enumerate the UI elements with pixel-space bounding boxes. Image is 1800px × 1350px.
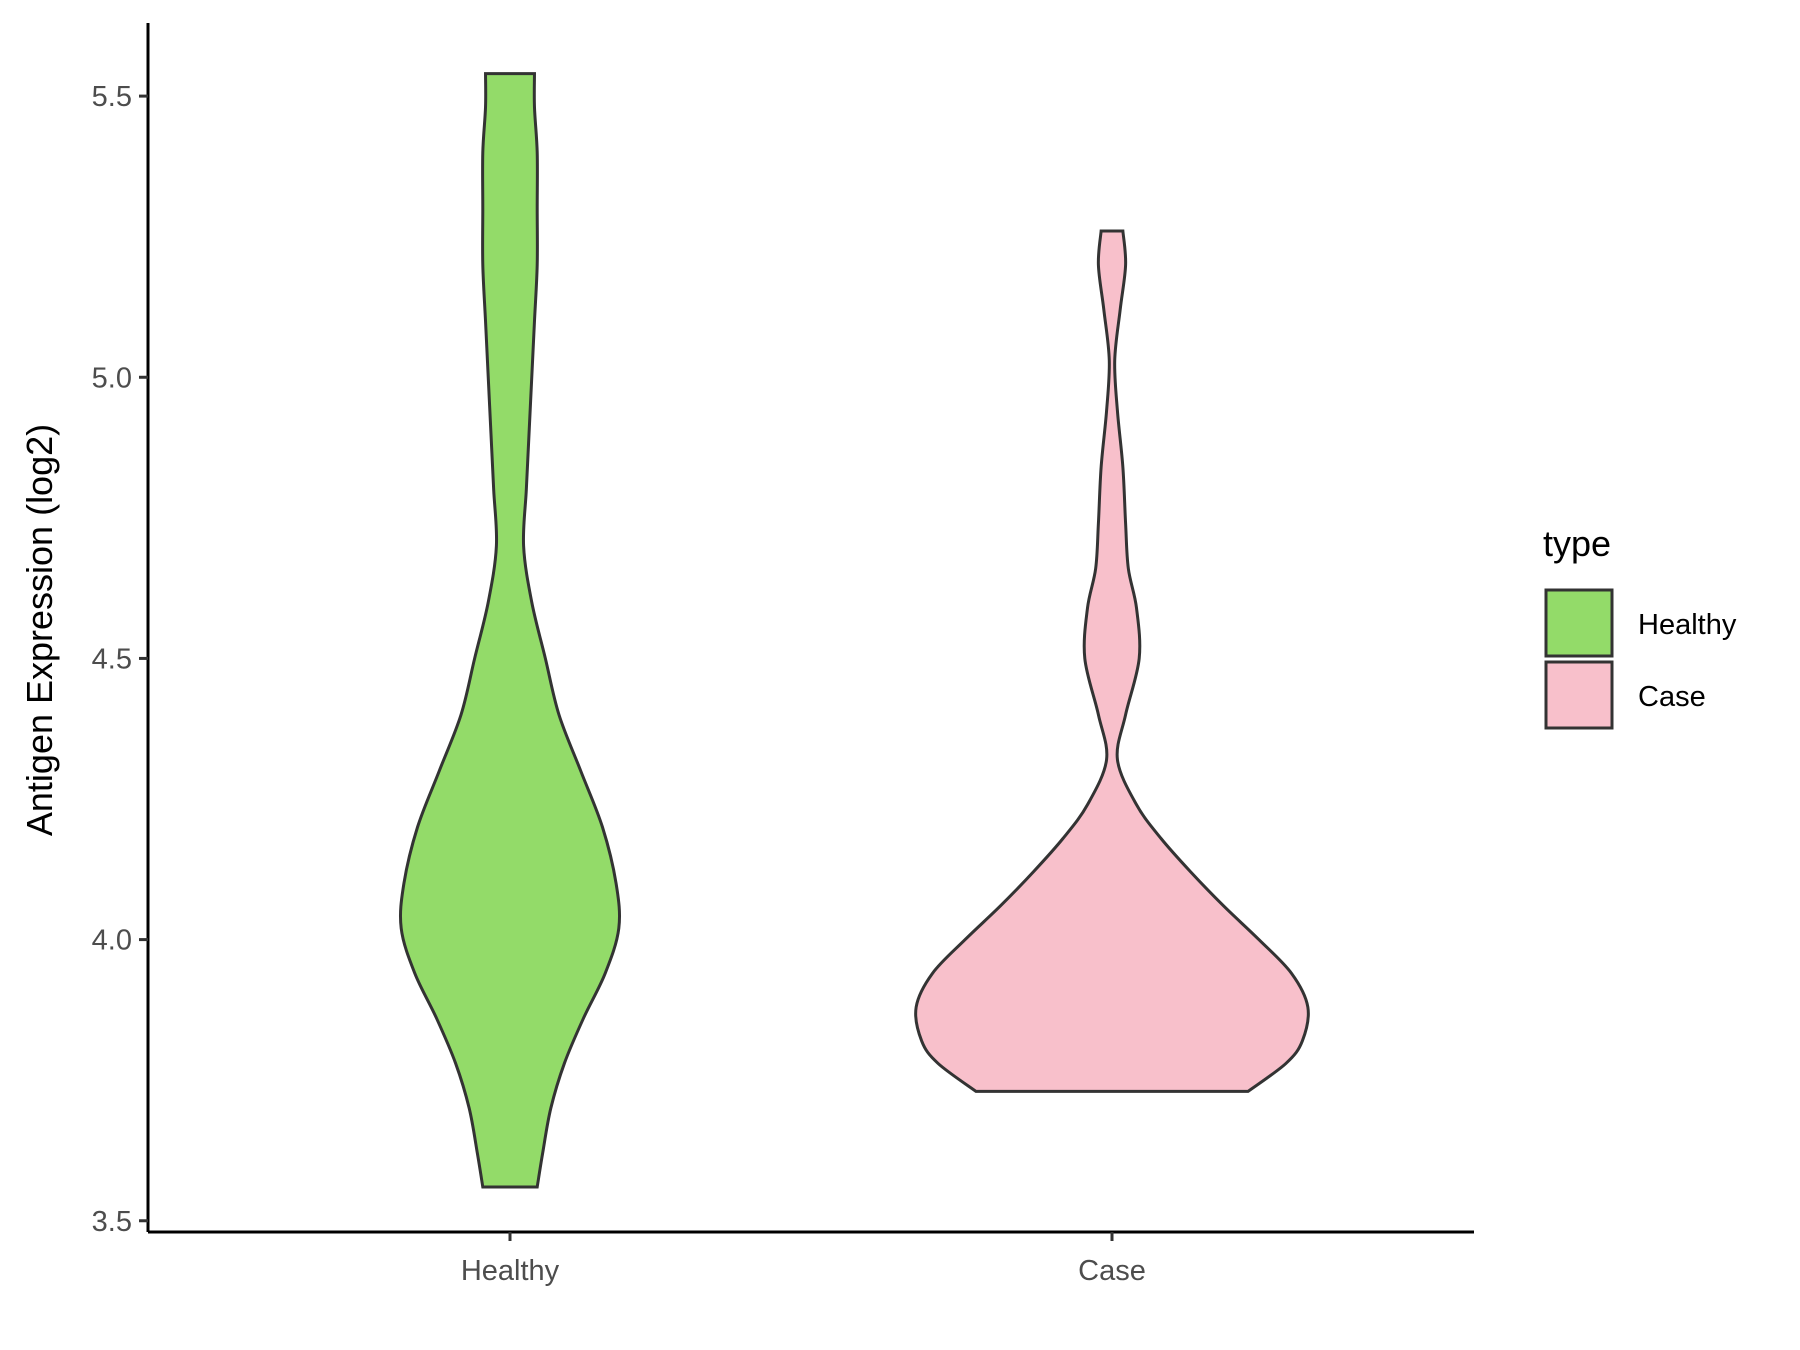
y-tick-label: 5.0 [92,362,132,394]
y-axis-title: Antigen Expression (log2) [19,424,60,836]
violin-case [914,229,1310,1093]
y-tick-label: 4.5 [92,643,132,675]
legend-title: type [1543,523,1611,564]
y-tick-label: 4.0 [92,925,132,957]
legend-swatch-healthy [1544,588,1614,658]
plot-area: 3.5 4.0 4.5 5.0 5.5 Healthy Case [92,23,1474,1287]
legend: type Healthy Case [1543,523,1737,730]
y-axis-ticks: 3.5 4.0 4.5 5.0 5.5 [92,81,148,1238]
x-axis-ticks: Healthy Case [461,1232,1146,1287]
y-tick-label: 3.5 [92,1206,132,1238]
x-tick-label: Case [1078,1255,1146,1287]
legend-swatch-case [1544,660,1614,730]
x-tick-label: Healthy [461,1255,560,1287]
legend-entries: Healthy Case [1544,588,1737,730]
legend-label-case: Case [1638,681,1706,713]
y-tick-label: 5.5 [92,81,132,113]
violins [398,72,1310,1189]
violin-healthy [398,72,622,1189]
legend-label-healthy: Healthy [1638,609,1737,641]
